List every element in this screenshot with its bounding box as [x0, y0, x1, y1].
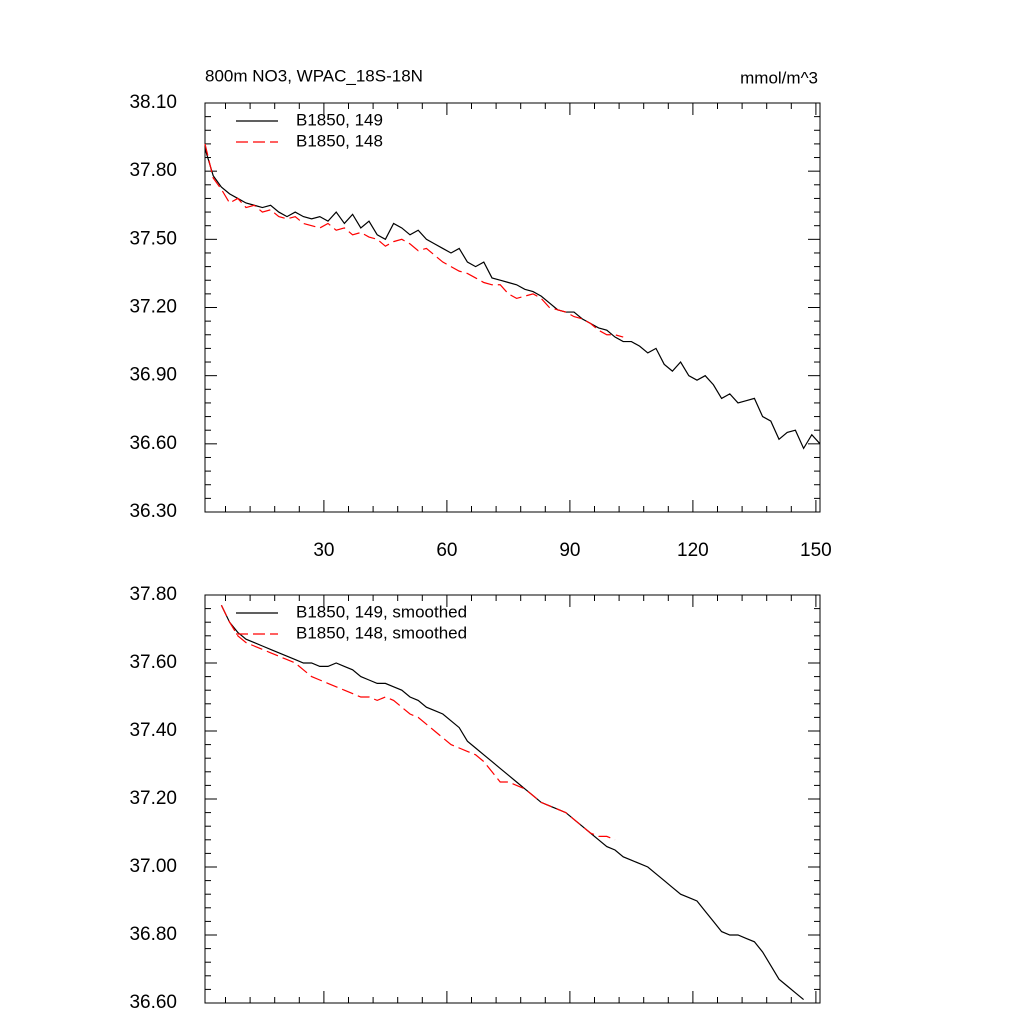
x-tick-label: 30 [313, 540, 334, 561]
y-tick-label: 36.90 [129, 365, 177, 386]
data-line [220, 604, 616, 841]
y-tick-label: 37.20 [129, 297, 177, 318]
y-tick-label: 37.40 [129, 720, 177, 741]
legend-label: B1850, 148 [296, 131, 383, 150]
plot-frame [204, 102, 821, 513]
y-tick-label: 36.60 [129, 433, 177, 454]
x-tick-label: 60 [436, 540, 457, 561]
data-line [204, 148, 821, 450]
chart-title: 800m NO3, WPAC_18S-18N [205, 66, 423, 85]
legend-label: B1850, 148, smoothed [296, 623, 467, 642]
x-tick-label: 120 [677, 540, 709, 561]
y-tick-label: 36.30 [129, 501, 177, 522]
legend-label: B1850, 149, smoothed [296, 602, 467, 621]
units-label: mmol/m^3 [740, 68, 818, 87]
y-tick-label: 37.50 [129, 228, 177, 249]
x-tick-label: 150 [800, 540, 832, 561]
y-tick-label: 36.80 [129, 924, 177, 945]
y-tick-label: 37.20 [129, 788, 177, 809]
data-line [204, 143, 624, 338]
y-tick-label: 37.80 [129, 160, 177, 181]
y-tick-label: 36.60 [129, 992, 177, 1013]
plot-frame [204, 594, 821, 1004]
y-tick-label: 38.10 [129, 92, 177, 113]
x-tick-label: 90 [559, 540, 580, 561]
y-tick-label: 37.00 [129, 856, 177, 877]
y-tick-label: 37.60 [129, 652, 177, 673]
legend-label: B1850, 149 [296, 110, 383, 129]
data-line [220, 604, 804, 1001]
y-tick-label: 37.80 [129, 584, 177, 605]
